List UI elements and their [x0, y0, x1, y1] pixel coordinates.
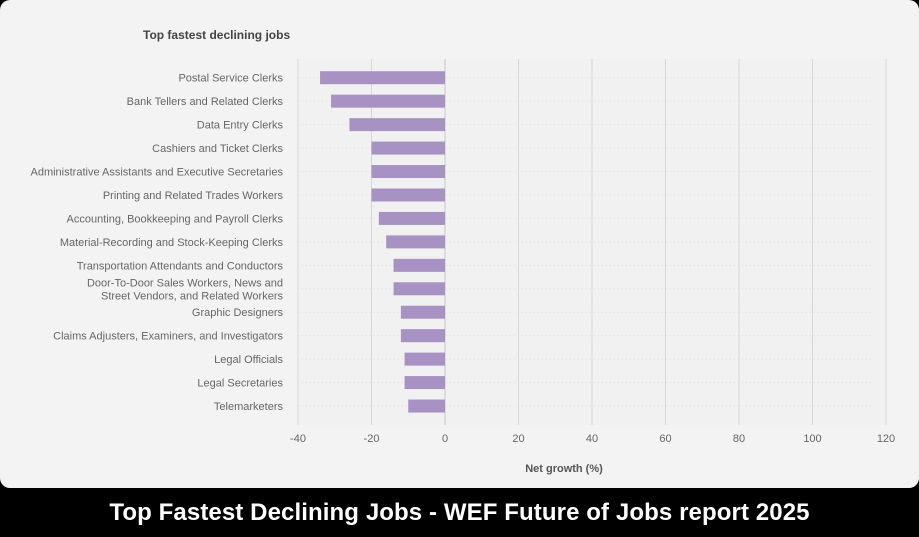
category-label-line: Material-Recording and Stock-Keeping Cle… — [60, 237, 284, 249]
x-tick-label: 0 — [442, 433, 448, 445]
chart-title: Top fastest declining jobs — [143, 28, 291, 42]
bar — [320, 71, 445, 85]
bar — [404, 352, 445, 366]
bar — [349, 118, 445, 132]
x-axis-label: Net growth (%) — [525, 463, 603, 475]
x-tick-label: 80 — [733, 433, 745, 445]
bar — [378, 211, 445, 225]
category-label-line: Bank Tellers and Related Clerks — [127, 96, 284, 108]
bar — [393, 258, 445, 272]
bar — [408, 399, 445, 413]
category-label-line: Printing and Related Trades Workers — [103, 190, 284, 202]
category-label: Accounting, Bookkeeping and Payroll Cler… — [67, 213, 284, 225]
bar — [371, 165, 445, 179]
bar-chart: Postal Service Clerks Bank Tellers and Re… — [30, 59, 895, 475]
bar — [371, 141, 445, 155]
category-label-line: Data Entry Clerks — [197, 120, 284, 132]
category-label-line: Legal Officials — [214, 354, 283, 366]
x-tick-label: -40 — [290, 433, 306, 445]
x-tick-label: 60 — [659, 433, 671, 445]
x-tick-label: 40 — [586, 433, 598, 445]
category-label: Telemarketers — [214, 401, 284, 413]
bar — [400, 329, 445, 343]
category-label-line: Graphic Designers — [192, 307, 284, 319]
x-tick-label: 20 — [512, 433, 524, 445]
bar — [386, 235, 445, 249]
category-label-line: Accounting, Bookkeeping and Payroll Cler… — [67, 213, 284, 225]
x-tick-label: 120 — [877, 433, 895, 445]
category-label-line: Postal Service Clerks — [178, 73, 283, 85]
category-label: Printing and Related Trades Workers — [103, 190, 284, 202]
x-tick-label: 100 — [803, 433, 821, 445]
category-label: Administrative Assistants and Executive … — [30, 167, 283, 179]
category-label: Claims Adjusters, Examiners, and Investi… — [53, 331, 283, 343]
caption: Top Fastest Declining Jobs - WEF Future … — [109, 498, 810, 526]
category-label-line: Administrative Assistants and Executive … — [30, 167, 283, 179]
category-label: Bank Tellers and Related Clerks — [127, 96, 284, 108]
category-label: Cashiers and Ticket Clerks — [152, 143, 283, 155]
chart-card: Top fastest declining jobs Postal Servic… — [0, 0, 919, 488]
category-label-line: Claims Adjusters, Examiners, and Investi… — [53, 331, 283, 343]
category-label: Postal Service Clerks — [178, 73, 283, 85]
bar — [371, 188, 445, 202]
category-label-line: Legal Secretaries — [197, 378, 283, 390]
category-label-line: Door-To-Door Sales Workers, News and — [87, 277, 283, 289]
category-label: Material-Recording and Stock-Keeping Cle… — [60, 237, 284, 249]
category-label: Graphic Designers — [192, 307, 284, 319]
category-label-line: Cashiers and Ticket Clerks — [152, 143, 283, 155]
bar — [331, 94, 445, 108]
category-label: Door-To-Door Sales Workers, News and Stre… — [87, 277, 284, 302]
bar — [400, 305, 445, 319]
category-label: Transportation Attendants and Conductors — [77, 260, 284, 272]
bar — [393, 282, 445, 296]
category-label: Data Entry Clerks — [197, 120, 284, 132]
bar — [404, 376, 445, 390]
category-label: Legal Secretaries — [197, 378, 283, 390]
category-label-line: Street Vendors, and Related Workers — [101, 290, 284, 302]
category-label-line: Telemarketers — [214, 401, 284, 413]
x-tick-label: -20 — [364, 433, 380, 445]
category-label-line: Transportation Attendants and Conductors — [77, 260, 284, 272]
category-label: Legal Officials — [214, 354, 283, 366]
